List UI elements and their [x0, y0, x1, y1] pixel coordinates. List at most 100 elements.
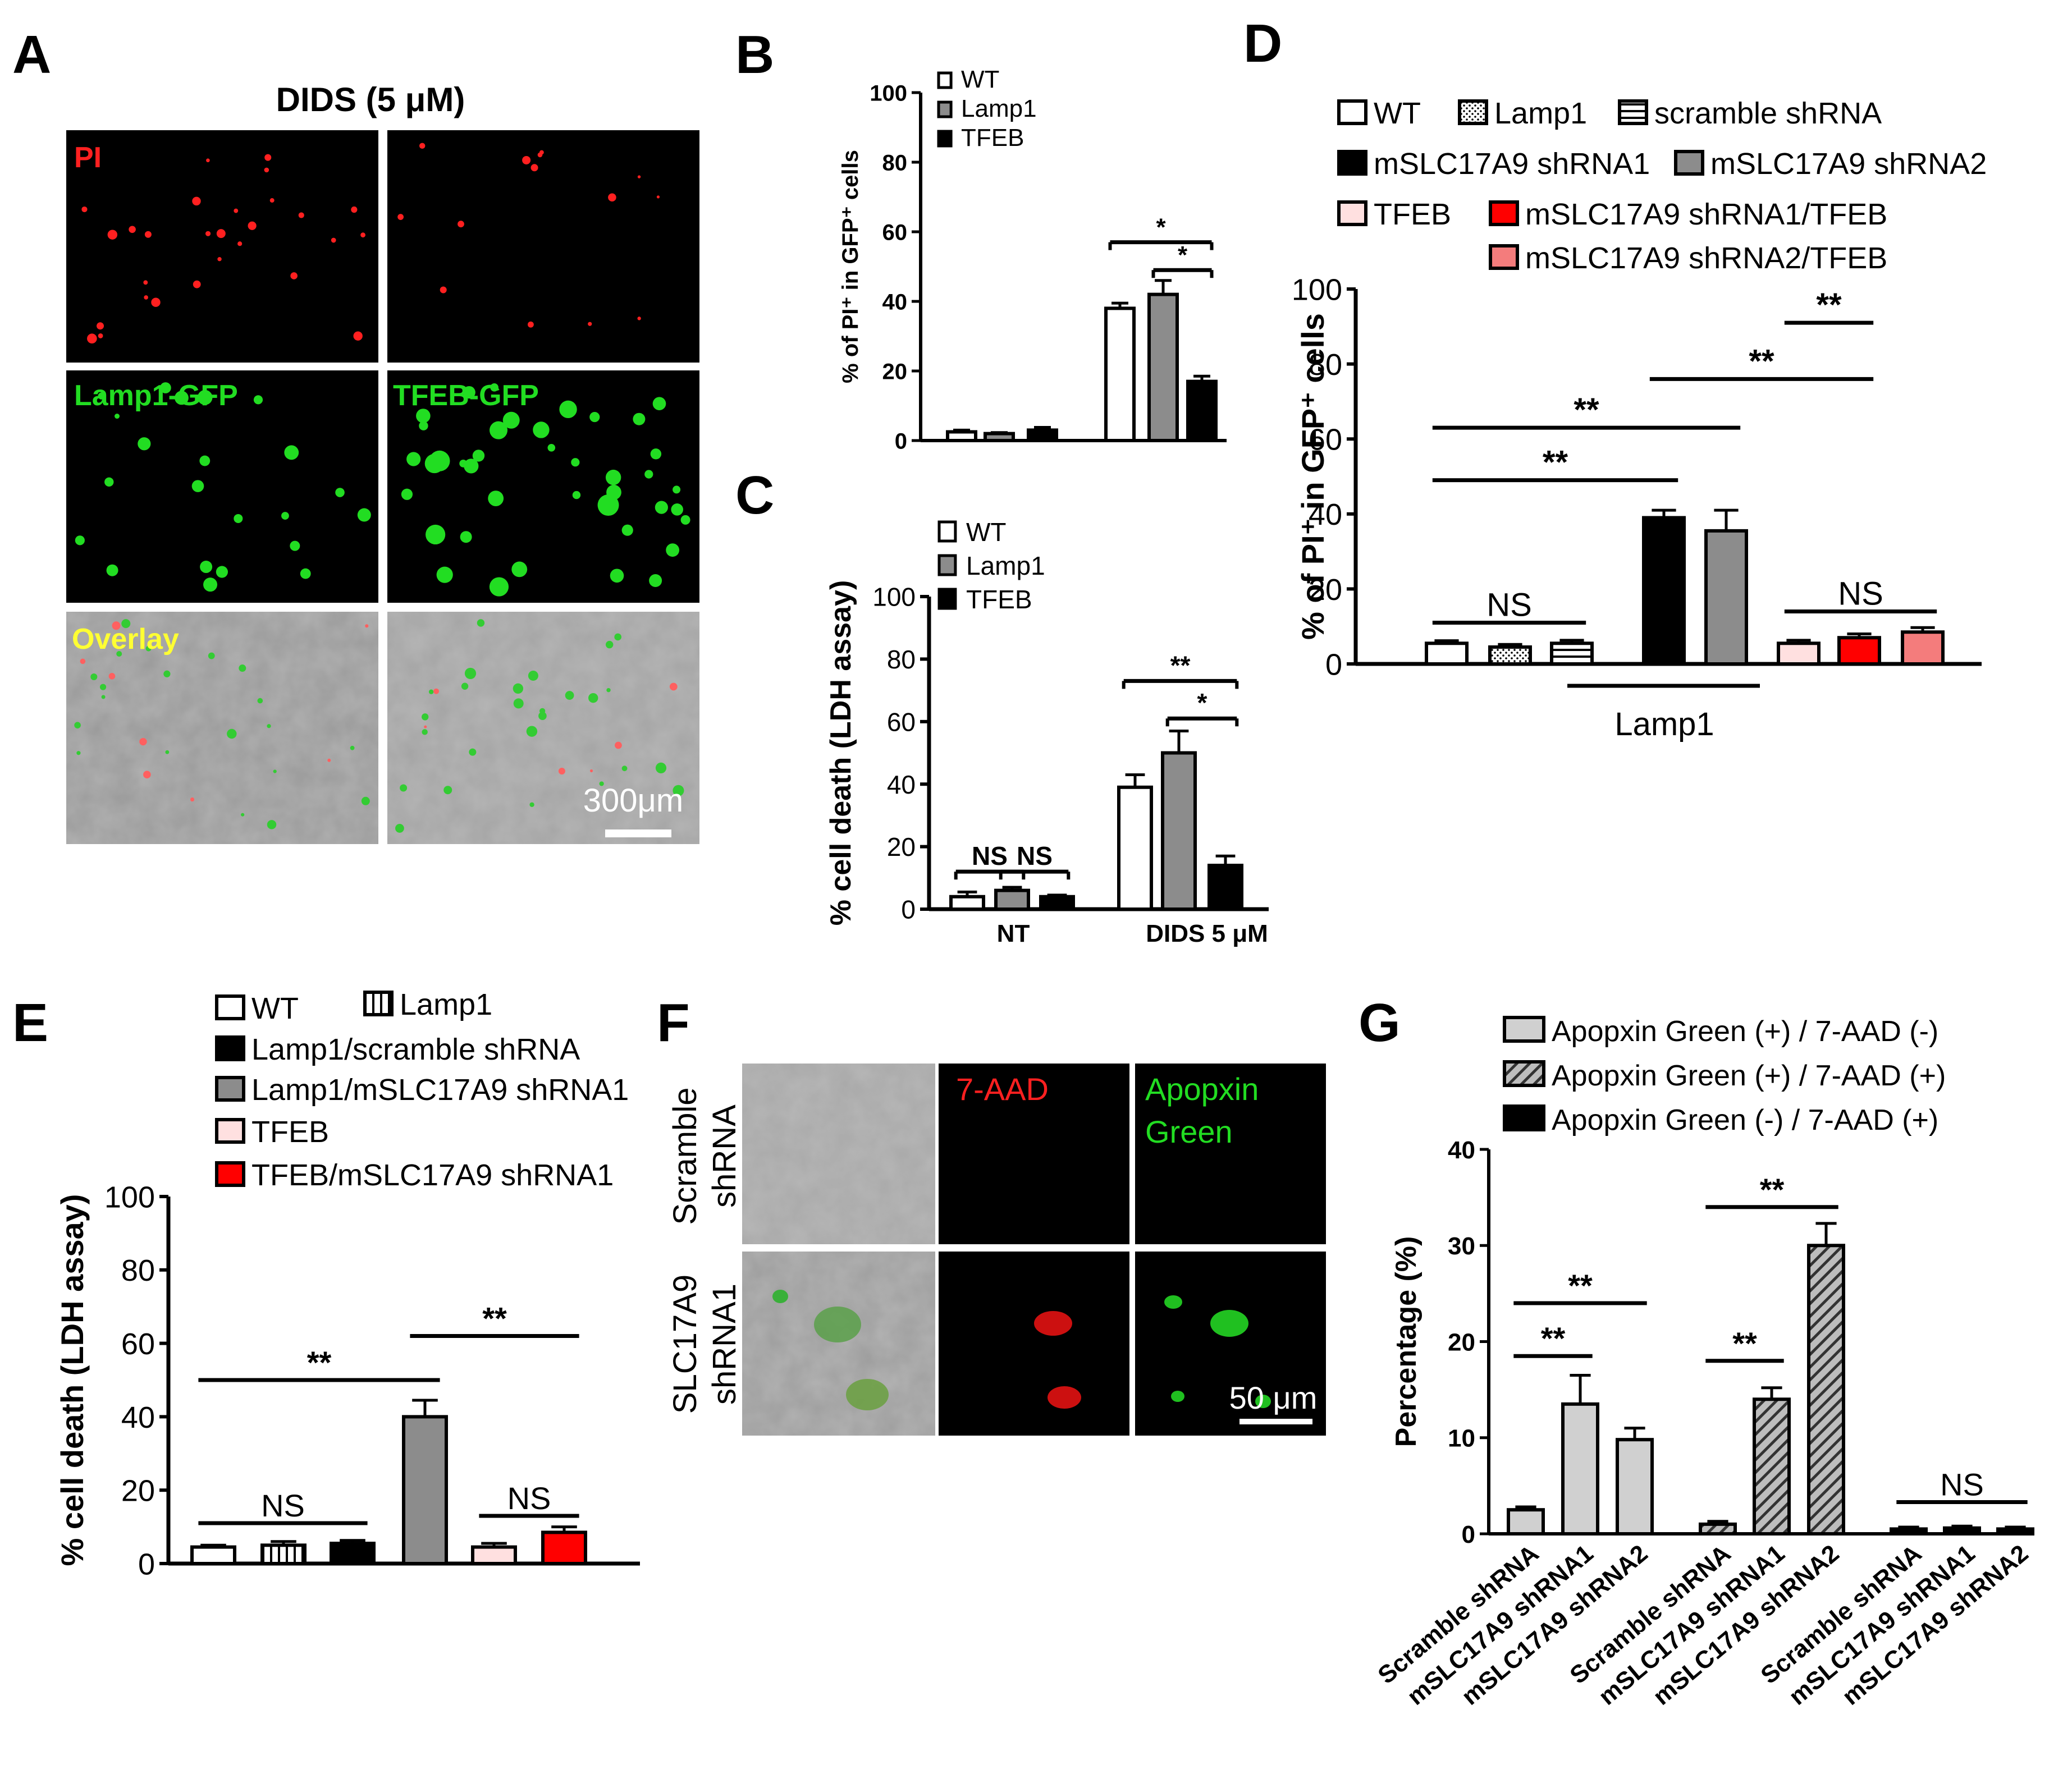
- y-tick-label: 40: [887, 770, 916, 799]
- cell-dot: [429, 450, 450, 471]
- legend-swatch: [1489, 244, 1519, 270]
- legend-swatch: [1337, 99, 1367, 125]
- cell-dot: [671, 503, 684, 516]
- bar: [1943, 1526, 1981, 1536]
- cell-dot: [248, 221, 257, 230]
- cell-dot: [588, 322, 592, 326]
- cell-dot: [633, 412, 646, 425]
- y-tick-label: 60: [887, 707, 916, 736]
- bar: [1425, 641, 1469, 666]
- cell-dot: [572, 491, 581, 499]
- cell-dot: [533, 421, 550, 438]
- panel-a-title: DIDS (5 μM): [276, 81, 465, 118]
- significance-label: NS: [1486, 587, 1532, 624]
- cell-dot: [528, 321, 534, 328]
- label-pi: PI: [74, 141, 102, 174]
- legend-label: TFEB/mSLC17A9 shRNA1: [251, 1158, 614, 1192]
- bar: [1996, 1527, 2034, 1536]
- bar: [1207, 864, 1243, 911]
- significance-label: **: [1732, 1326, 1757, 1361]
- cell-dot: [216, 229, 226, 239]
- legend-label: TFEB: [251, 1115, 329, 1149]
- cell-dot: [206, 158, 210, 163]
- cell-dot: [649, 574, 662, 588]
- significance-label: NS: [1838, 575, 1883, 612]
- cell-dot: [98, 333, 103, 338]
- legend-swatch: [1337, 200, 1367, 226]
- significance-label: **: [1568, 1268, 1593, 1303]
- panel-f: 7-AAD Apopxin Green Scramble shRNA SLC17…: [667, 1064, 1326, 1436]
- cell-dot: [216, 566, 228, 578]
- y-tick-label: 0: [1325, 648, 1342, 681]
- y-axis-label: % cell death (LDH assay): [54, 1194, 90, 1566]
- cell-dot: [537, 152, 543, 158]
- cell-dot: [106, 564, 118, 576]
- significance-label: *: [1156, 214, 1166, 241]
- bar: [1704, 529, 1748, 666]
- cell-dot: [129, 226, 136, 233]
- bar: [1837, 636, 1881, 666]
- cell-dot: [459, 459, 468, 467]
- y-tick-label: 0: [895, 429, 907, 453]
- legend-swatch: [937, 520, 957, 543]
- cell-dot: [143, 771, 151, 778]
- cell-dot: [605, 640, 614, 649]
- cell-dot: [267, 820, 277, 829]
- cell-dot: [138, 437, 151, 451]
- cell-dot: [621, 766, 628, 772]
- cell-dot: [145, 645, 152, 652]
- cell-dot: [605, 469, 621, 485]
- cell-dots: [74, 143, 690, 833]
- panel-letter-d: D: [1243, 13, 1282, 74]
- cell-dot: [284, 445, 299, 460]
- y-axis-label: % cell death (LDH assay): [825, 580, 857, 926]
- panel-letter-g: G: [1359, 993, 1401, 1053]
- y-tick-label: 20: [887, 832, 916, 861]
- bar: [984, 432, 1015, 442]
- cell-dot: [615, 741, 622, 749]
- cell-dot: [416, 409, 431, 423]
- cell-dot: [528, 670, 538, 681]
- legend-label: WT: [251, 992, 299, 1025]
- image-pi-lamp1: [66, 130, 378, 363]
- legend-label: Lamp1/mSLC17A9 shRNA1: [251, 1073, 629, 1107]
- cell-dot: [428, 689, 434, 694]
- cell-dot: [424, 725, 427, 728]
- y-tick-label: 40: [882, 290, 908, 314]
- cell-dot: [422, 729, 428, 735]
- cell-dot: [502, 411, 520, 429]
- cell-dot: [530, 164, 538, 172]
- cell-dot: [440, 286, 447, 294]
- cell-dot: [608, 193, 616, 202]
- cell-dot: [360, 232, 365, 238]
- bar: [1561, 1402, 1599, 1536]
- scale-bar-label-f: 50 μm: [1229, 1380, 1318, 1415]
- cell-dot: [144, 295, 148, 300]
- bar: [1550, 641, 1594, 666]
- cell-dot: [565, 691, 574, 700]
- chart-b: 0 20 40 60 80 100 % of PI⁺ in GFP⁺ cells * * WTLa…: [838, 66, 1227, 453]
- bar: [1616, 1438, 1654, 1536]
- significance-label: **: [1574, 392, 1599, 428]
- y-tick-label: 100: [872, 583, 916, 612]
- cell-dot: [589, 769, 593, 773]
- legend-label: scramble shRNA: [1654, 97, 1882, 130]
- legend-label: TFEB: [966, 585, 1032, 614]
- cell-dot: [490, 383, 498, 392]
- legend-swatch: [1489, 200, 1519, 226]
- significance-label: *: [1197, 688, 1207, 717]
- cell-dot: [655, 762, 667, 773]
- legend-swatch: [363, 991, 394, 1016]
- bar: [1890, 1527, 1928, 1536]
- cell-dot: [490, 421, 508, 439]
- cell-dot: [650, 448, 662, 460]
- cell-dot: [353, 331, 363, 341]
- cell-dot: [680, 515, 690, 525]
- cell-dot: [464, 667, 477, 680]
- cell-dot: [558, 768, 565, 775]
- scale-bar-a: [605, 829, 671, 837]
- y-tick-label: 0: [138, 1547, 155, 1581]
- y-tick-label: 0: [901, 895, 916, 924]
- legend-label: TFEB: [961, 124, 1024, 152]
- cell-dot: [610, 569, 624, 583]
